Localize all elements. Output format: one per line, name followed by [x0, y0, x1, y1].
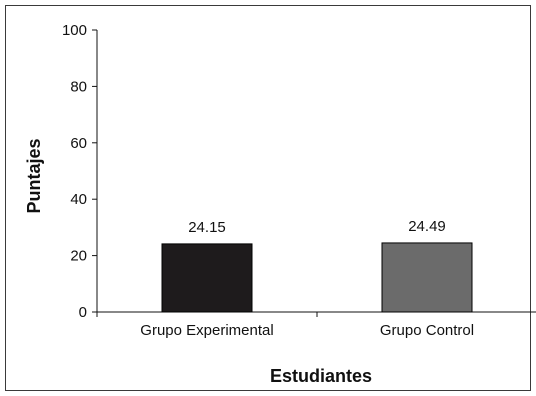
y-axis-title: Puntajes	[24, 138, 44, 213]
x-axis-title: Estudiantes	[270, 366, 372, 386]
data-label-0: 24.15	[188, 219, 226, 236]
data-labels: 24.15 24.49	[188, 218, 446, 236]
data-label-1: 24.49	[408, 218, 446, 235]
chart-frame	[5, 5, 531, 391]
y-tick-label-40: 40	[70, 191, 87, 208]
x-tick-label-0: Grupo Experimental	[140, 322, 273, 339]
bars	[161, 242, 473, 313]
x-tick-label-1: Grupo Control	[380, 322, 474, 339]
y-axis: 0 20 40 60 80 100	[62, 22, 98, 321]
bar-1	[381, 242, 473, 313]
y-tick-label-20: 20	[70, 248, 87, 265]
y-tick-label-0: 0	[79, 304, 87, 321]
y-tick-label-80: 80	[70, 78, 87, 95]
y-tick-label-100: 100	[62, 22, 87, 39]
x-axis: Grupo Experimental Grupo Control	[96, 311, 536, 339]
bar-0	[161, 243, 253, 313]
y-tick-label-60: 60	[70, 135, 87, 152]
